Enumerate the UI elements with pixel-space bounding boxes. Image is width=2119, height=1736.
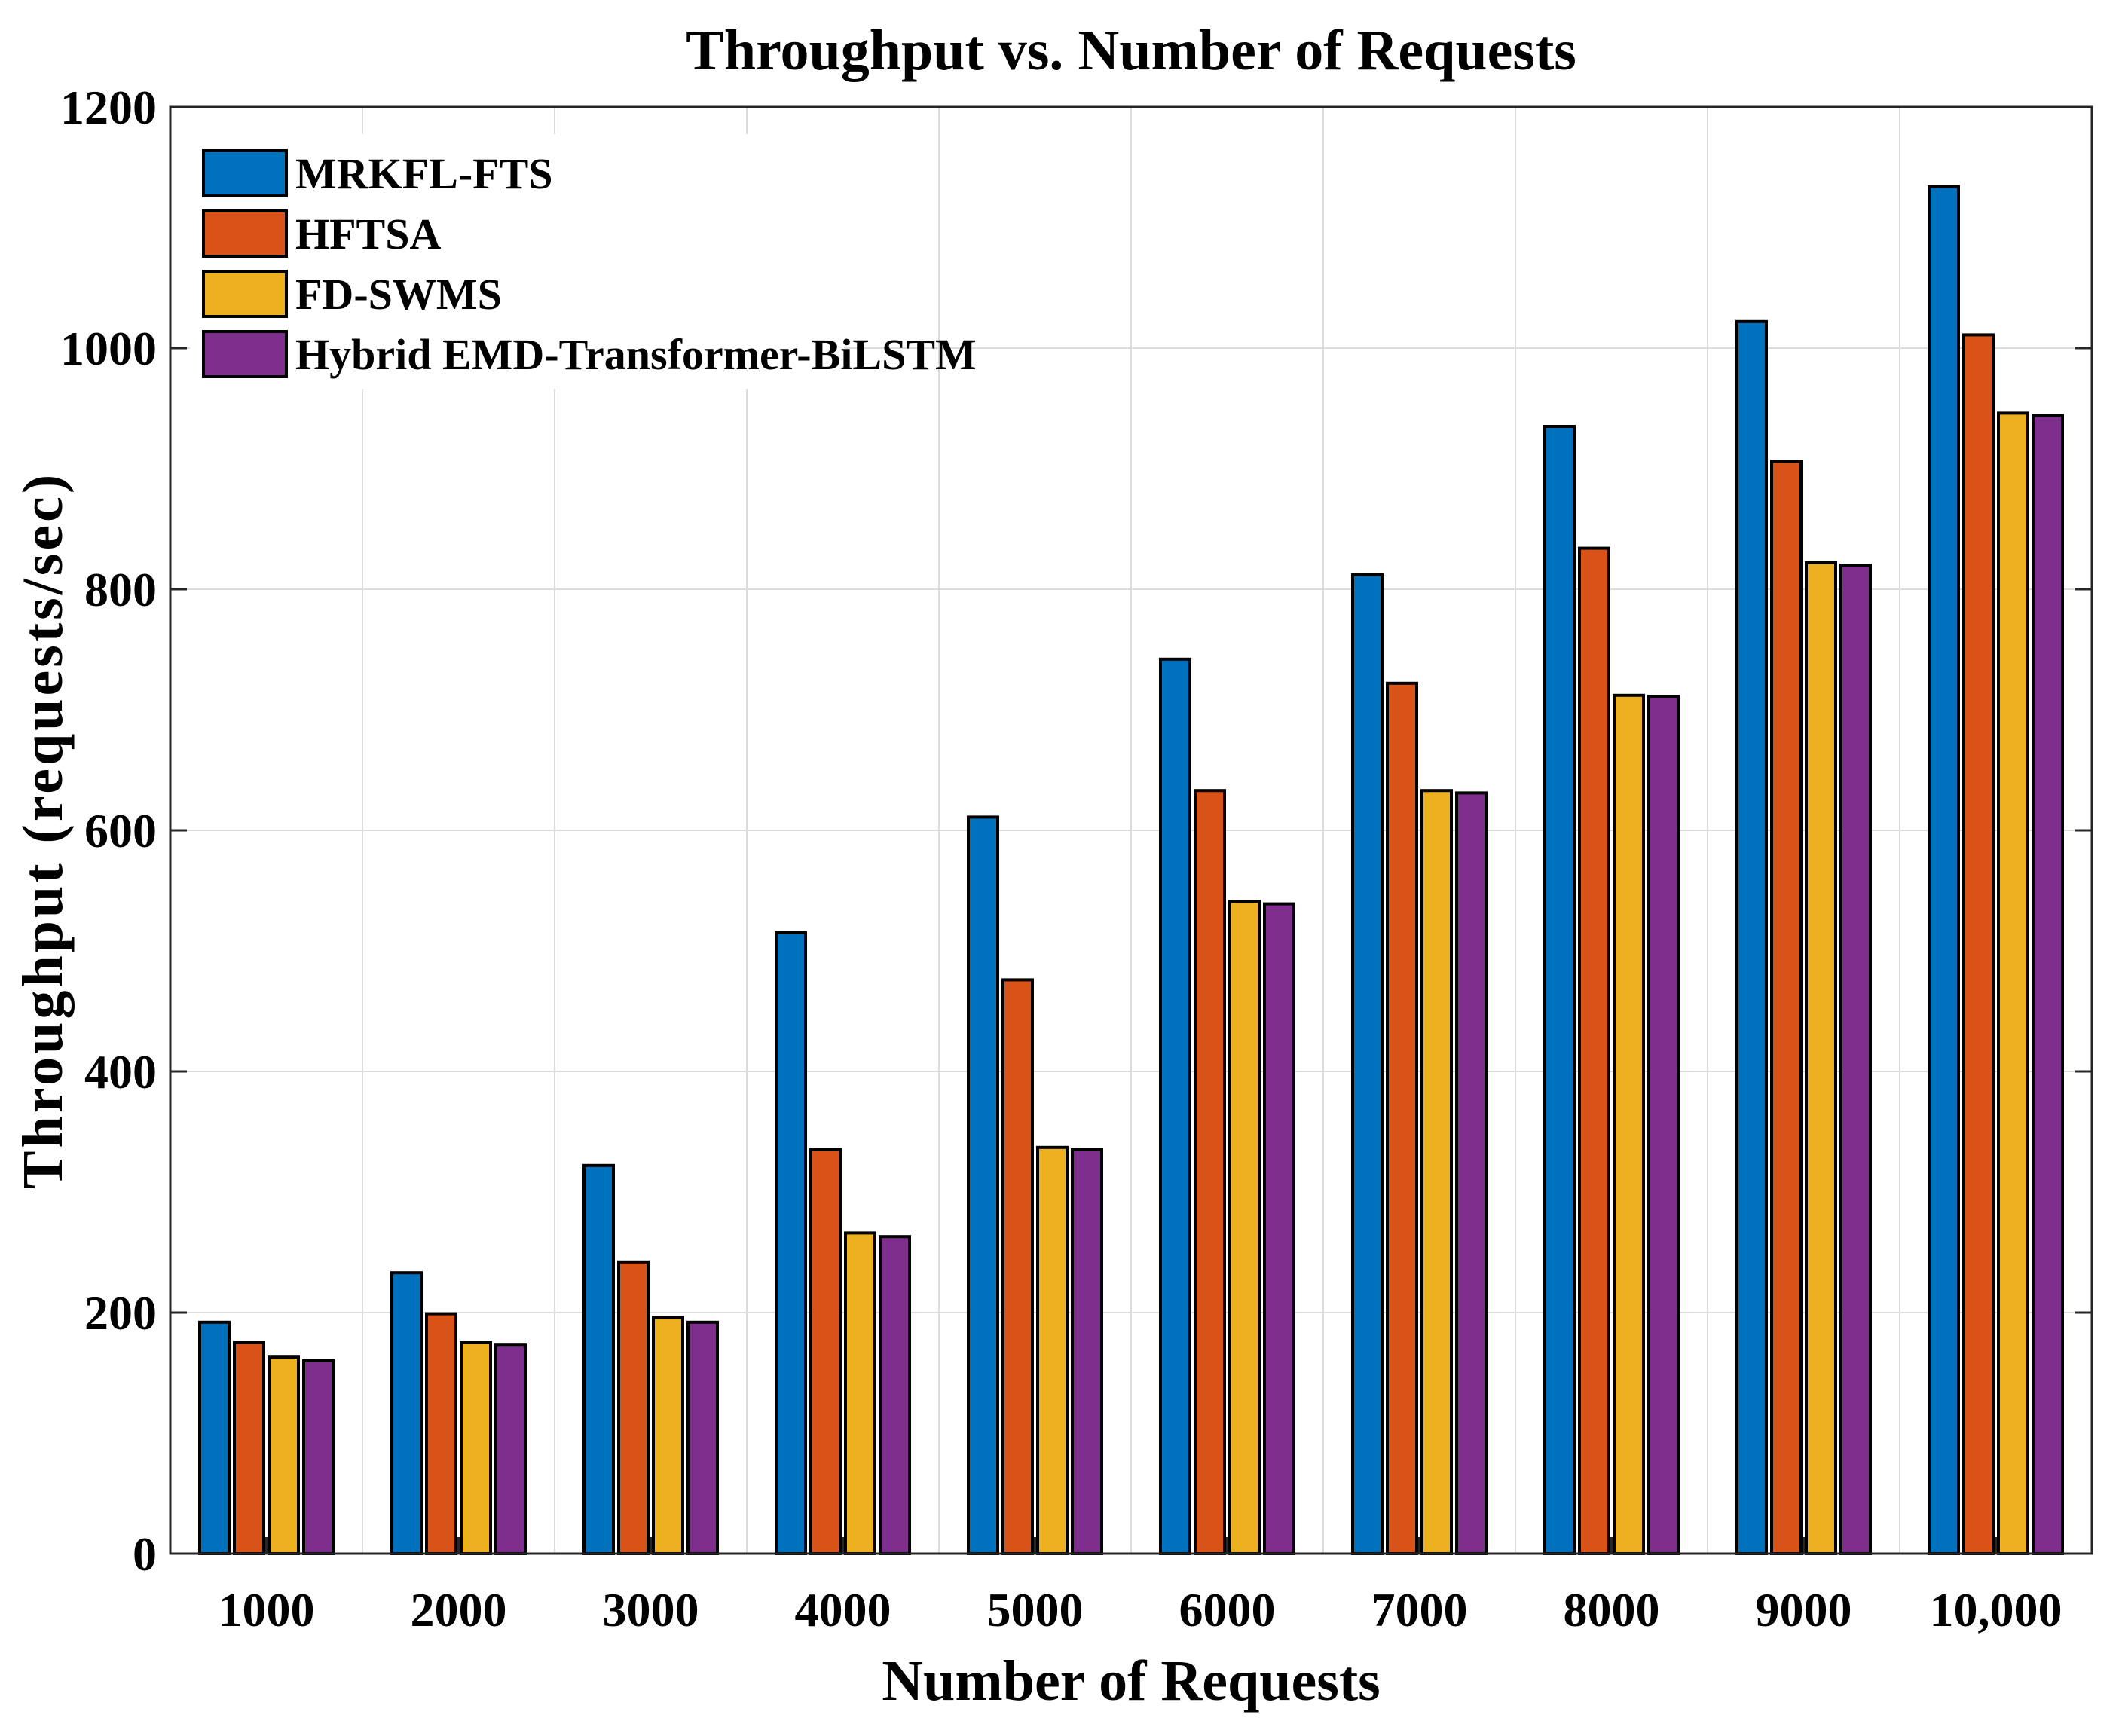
bar-fd-swms-4000 — [844, 1231, 876, 1556]
y-tick-label: 800 — [84, 563, 157, 616]
x-tick-label: 10,000 — [1930, 1583, 2062, 1637]
x-tick-labels: 1000 2000 3000 4000 5000 6000 7000 8000 9000 10,0… — [219, 1583, 2062, 1637]
bar-hybrid-emd-transformer-bilstm-5000 — [1071, 1148, 1103, 1555]
bar-hftsa-10000 — [1962, 333, 1995, 1555]
bar-fd-swms-9000 — [1805, 561, 1837, 1555]
x-tick-label: 7000 — [1371, 1583, 1468, 1637]
bar-fd-swms-2000 — [460, 1341, 492, 1555]
bar-mrkfl-fts-8000 — [1543, 425, 1576, 1555]
x-tick-label: 1000 — [219, 1583, 315, 1637]
bar-mrkfl-fts-10000 — [1928, 185, 1960, 1556]
bar-hybrid-emd-transformer-bilstm-8000 — [1647, 695, 1680, 1555]
bar-mrkfl-fts-4000 — [775, 931, 807, 1555]
bar-hftsa-6000 — [1194, 789, 1226, 1555]
x-tick-label: 3000 — [603, 1583, 699, 1637]
chart-title: Throughput vs. Number of Requests — [686, 19, 1576, 82]
bar-fd-swms-8000 — [1613, 693, 1645, 1555]
bar-hybrid-emd-transformer-bilstm-4000 — [879, 1235, 911, 1555]
y-axis-label: Throughput (requests/sec) — [11, 472, 75, 1189]
y-tick-label: 1200 — [60, 81, 157, 134]
x-tick-label: 4000 — [795, 1583, 891, 1637]
legend-label: FD-SWMS — [295, 270, 502, 319]
bar-mrkfl-fts-1000 — [198, 1320, 231, 1556]
bar-hybrid-emd-transformer-bilstm-9000 — [1839, 564, 1872, 1555]
bar-fd-swms-5000 — [1036, 1145, 1069, 1556]
bar-hftsa-7000 — [1386, 681, 1418, 1555]
bar-hybrid-emd-transformer-bilstm-2000 — [494, 1343, 527, 1555]
legend-swatch — [202, 330, 288, 378]
bar-hftsa-3000 — [617, 1260, 650, 1556]
bar-mrkfl-fts-3000 — [582, 1163, 615, 1556]
bar-hftsa-8000 — [1578, 546, 1610, 1555]
x-tick-label: 9000 — [1756, 1583, 1852, 1637]
bar-fd-swms-7000 — [1420, 789, 1453, 1555]
legend-label: HFTSA — [295, 209, 441, 258]
bar-hybrid-emd-transformer-bilstm-3000 — [686, 1320, 719, 1556]
bar-fd-swms-10000 — [1997, 411, 2029, 1555]
bar-hybrid-emd-transformer-bilstm-7000 — [1455, 791, 1488, 1555]
x-axis-label: Number of Requests — [882, 1649, 1380, 1713]
y-tick-label: 0 — [133, 1527, 157, 1581]
bar-hftsa-4000 — [809, 1148, 842, 1555]
y-tick-label: 1000 — [60, 322, 157, 375]
bar-mrkfl-fts-2000 — [390, 1271, 423, 1555]
bar-hftsa-2000 — [425, 1312, 457, 1555]
legend-box — [190, 134, 844, 389]
bar-fd-swms-3000 — [652, 1316, 684, 1556]
x-tick-label: 6000 — [1179, 1583, 1276, 1637]
legend-label: MRKFL-FTS — [295, 149, 553, 198]
bar-hybrid-emd-transformer-bilstm-6000 — [1263, 902, 1295, 1555]
bars — [198, 185, 2064, 1556]
x-tick-label: 8000 — [1564, 1583, 1660, 1637]
bar-mrkfl-fts-6000 — [1159, 657, 1191, 1555]
legend-swatch — [202, 270, 288, 318]
y-tick-label: 200 — [84, 1286, 157, 1340]
bar-hybrid-emd-transformer-bilstm-10000 — [2032, 414, 2064, 1555]
y-tick-label: 600 — [84, 804, 157, 857]
legend: MRKFL-FTS HFTSA FD-SWMS Hybrid EMD-Transfor… — [190, 134, 977, 389]
bar-fd-swms-6000 — [1228, 900, 1261, 1555]
legend-label: Hybrid EMD-Transformer-BiLSTM — [295, 330, 977, 379]
bar-hftsa-9000 — [1770, 460, 1803, 1555]
bar-fd-swms-1000 — [268, 1355, 300, 1555]
y-tick-labels: 0 200 400 600 800 1000 1200 — [60, 81, 157, 1581]
axis-ticks — [170, 105, 2092, 1555]
bar-mrkfl-fts-5000 — [967, 815, 999, 1555]
bar-hybrid-emd-transformer-bilstm-1000 — [302, 1359, 335, 1555]
bar-mrkfl-fts-7000 — [1351, 573, 1384, 1555]
legend-swatch — [202, 209, 288, 258]
y-tick-label: 400 — [84, 1045, 157, 1099]
x-tick-label: 2000 — [411, 1583, 507, 1637]
bar-hftsa-5000 — [1001, 978, 1034, 1555]
bar-hftsa-1000 — [233, 1341, 265, 1555]
legend-swatch — [202, 149, 288, 197]
x-tick-label: 5000 — [987, 1583, 1084, 1637]
bar-mrkfl-fts-9000 — [1735, 319, 1768, 1555]
